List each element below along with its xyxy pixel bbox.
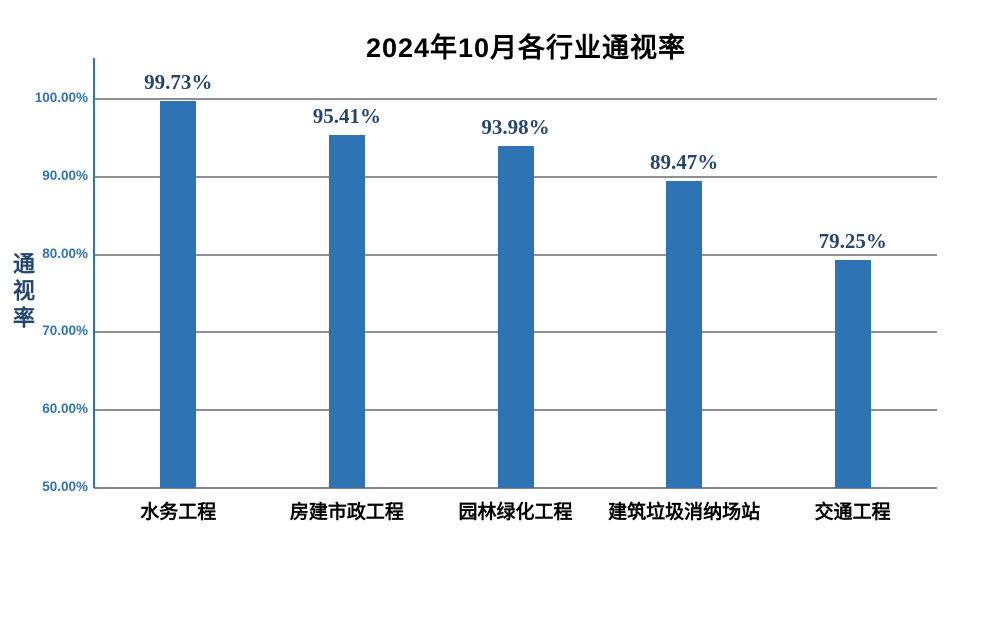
bar-水务工程 — [160, 101, 197, 488]
bar-value-label: 93.98% — [481, 114, 550, 139]
y-tick-label: 50.00% — [42, 479, 88, 494]
chart-title: 2024年10月各行业通视率 — [365, 33, 687, 63]
y-tick-label: 70.00% — [42, 323, 88, 339]
bar-园林绿化工程 — [497, 145, 534, 488]
x-category-label: 水务工程 — [140, 502, 217, 523]
bar-建筑垃圾消纳场站 — [666, 180, 703, 488]
x-category-label: 房建市政工程 — [289, 502, 404, 523]
bar-value-label: 89.47% — [649, 149, 719, 174]
y-tick-label: 100.00% — [34, 90, 88, 105]
x-axis-line — [94, 487, 937, 489]
y-tick-label: 80.00% — [42, 245, 88, 261]
y-gridline — [94, 98, 937, 100]
y-axis-line — [93, 58, 95, 488]
bar-交通工程 — [834, 260, 871, 488]
x-category-label: 园林绿化工程 — [458, 502, 573, 523]
y-tick-label: 90.00% — [42, 167, 88, 183]
bar-value-label: 95.41% — [312, 103, 382, 128]
bar-房建市政工程 — [328, 134, 365, 488]
x-category-label: 交通工程 — [814, 502, 891, 523]
bar-value-label: 99.73% — [144, 70, 213, 95]
bar-value-label: 79.25% — [818, 229, 887, 254]
y-tick-label: 60.00% — [42, 401, 88, 417]
y-axis-title: 通视率 — [10, 252, 35, 333]
x-category-label: 建筑垃圾消纳场站 — [608, 502, 761, 523]
